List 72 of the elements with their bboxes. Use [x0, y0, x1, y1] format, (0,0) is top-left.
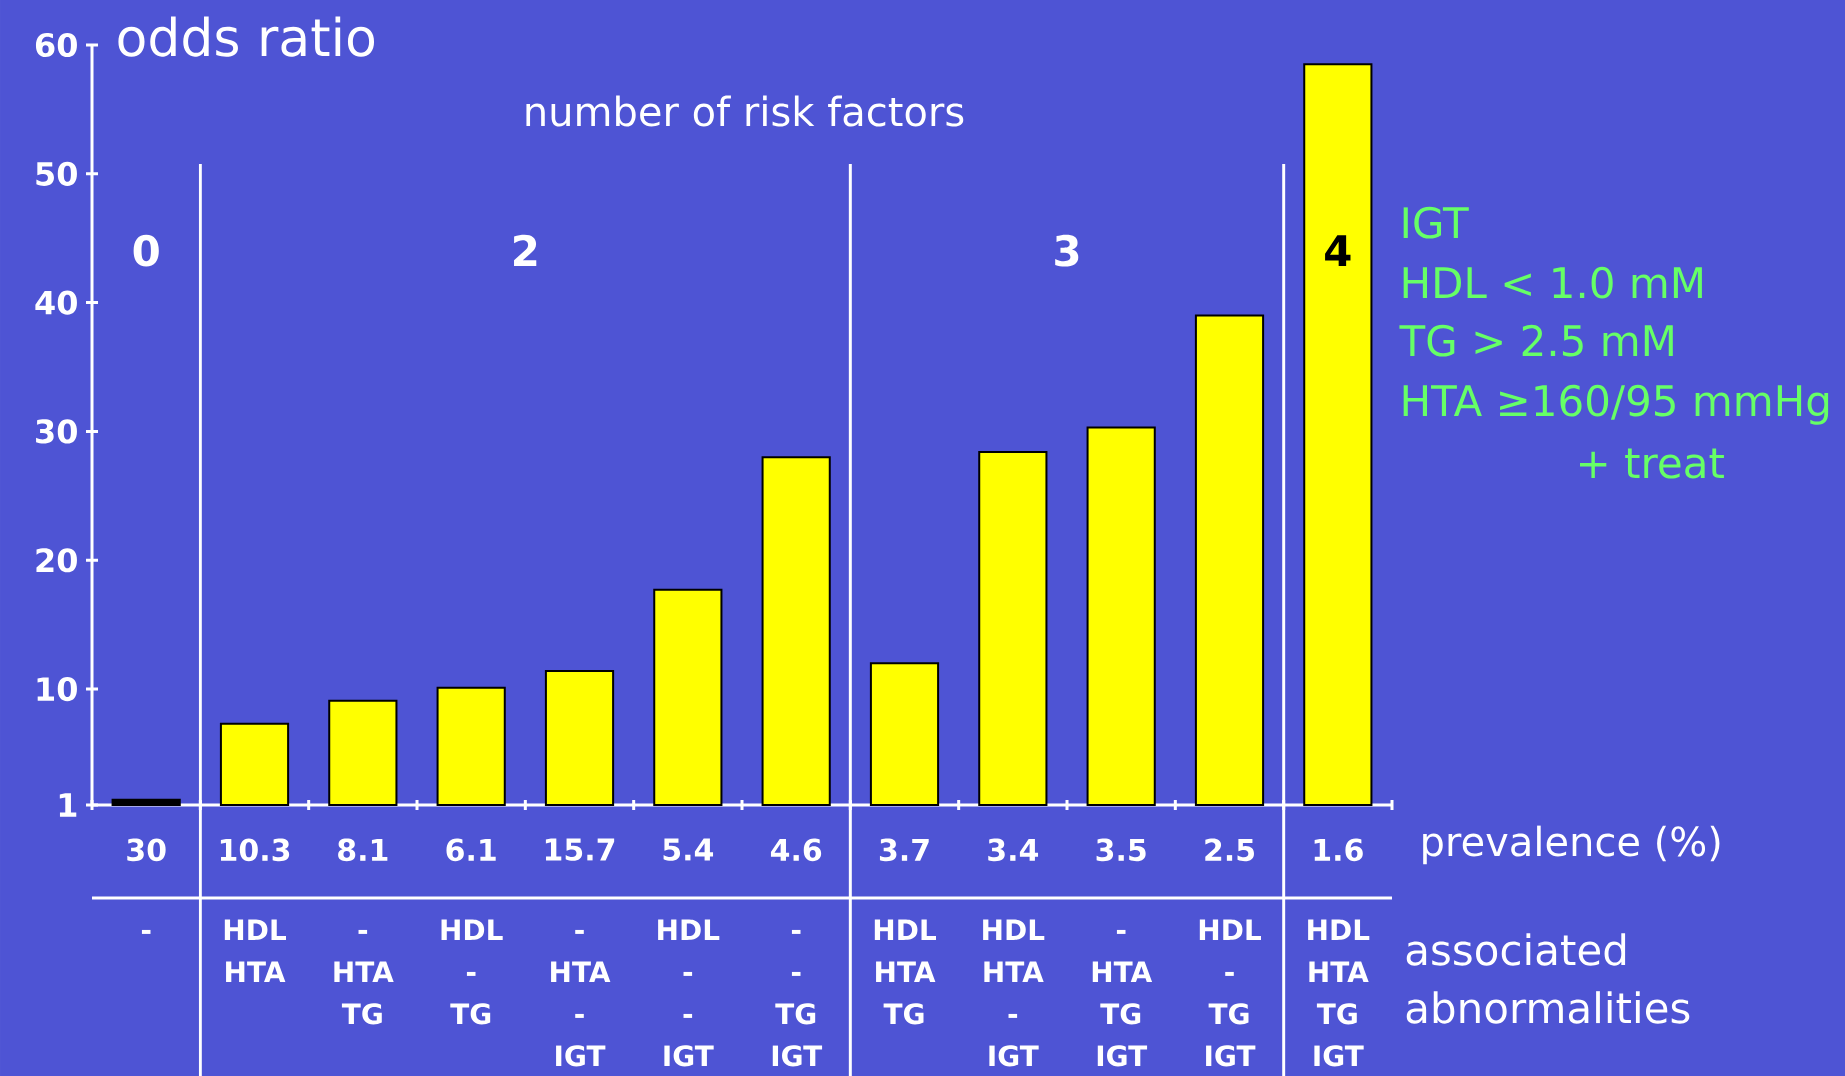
- y-tick-label: 50: [36, 161, 77, 186]
- text: IGT: [1206, 1045, 1256, 1067]
- x-tick-label: 3.5: [1096, 838, 1146, 862]
- text: associated abnormalities: [1406, 933, 1690, 1024]
- x-tick-label: 10.3: [220, 838, 290, 862]
- text: -: [1225, 971, 1234, 976]
- text: IGT: [989, 1045, 1039, 1067]
- annotation: 3: [1055, 234, 1079, 267]
- text: HDL: [874, 919, 937, 940]
- text: -: [141, 929, 151, 934]
- text: IGT: [664, 1045, 714, 1067]
- text: HDL: [1199, 919, 1262, 940]
- y-tick-label: 10: [37, 676, 77, 702]
- annotation: 0: [133, 234, 159, 267]
- text: HTA: [876, 961, 936, 982]
- text: -: [683, 1013, 693, 1018]
- x-tick-label: 4.6: [770, 838, 822, 862]
- text: TG > 2.5 mM: [1399, 324, 1673, 357]
- text: TG: [341, 1003, 382, 1025]
- x-tick-label: 5.4: [663, 838, 714, 861]
- text: number of risk factors: [526, 95, 964, 127]
- text: HTA: [1309, 961, 1369, 982]
- text: + treat: [1580, 448, 1724, 479]
- text: -: [1116, 929, 1126, 934]
- text: HTA: [1092, 961, 1153, 982]
- y-axis-title: odds ratio: [118, 16, 375, 57]
- text: -: [575, 929, 584, 934]
- annotation: 2: [514, 234, 537, 266]
- y-tick-label: 40: [35, 290, 77, 315]
- text: IGT: [1097, 1045, 1148, 1067]
- text: -: [791, 929, 801, 934]
- text: HTA: [226, 961, 286, 982]
- text: -: [358, 929, 368, 934]
- text: HTA ≥160/95 mmHg: [1403, 384, 1829, 425]
- annotation: 4: [1325, 235, 1351, 266]
- text: TG: [1316, 1003, 1357, 1025]
- y-tick-label: 60: [35, 32, 77, 58]
- y-tick-label: 1: [59, 793, 77, 817]
- x-tick-label: 6.1: [446, 838, 496, 862]
- text: IGT: [772, 1045, 823, 1067]
- text: HDL: [1308, 919, 1370, 940]
- text: HTA: [984, 961, 1044, 982]
- x-axis-title: prevalence (%): [1423, 825, 1720, 865]
- x-tick-label: 15.7: [545, 838, 615, 861]
- text: HDL: [983, 919, 1045, 940]
- text: -: [683, 971, 693, 976]
- text: TG: [1100, 1003, 1141, 1025]
- text: -: [791, 971, 801, 976]
- text: IGT: [1403, 206, 1469, 239]
- text: HDL: [658, 919, 720, 940]
- text: HDL: [224, 919, 287, 940]
- x-tick-label: 1.6: [1314, 838, 1363, 862]
- text: IGT: [1314, 1045, 1364, 1067]
- x-tick-label: 2.5: [1205, 838, 1254, 862]
- text: IGT: [556, 1045, 606, 1067]
- text: HDL: [441, 919, 503, 940]
- text: TG: [1208, 1003, 1249, 1025]
- text: -: [575, 1013, 584, 1018]
- text: -: [1008, 1013, 1018, 1018]
- text: TG: [883, 1003, 924, 1025]
- y-tick-label: 20: [36, 548, 77, 573]
- x-tick-label: 3.7: [879, 838, 929, 862]
- x-tick-label: 30: [127, 838, 166, 862]
- x-tick-label: 3.4: [988, 838, 1039, 862]
- text: HDL < 1.0 mM: [1403, 266, 1702, 299]
- y-tick-label: 30: [36, 419, 77, 444]
- text: HTA: [551, 961, 611, 982]
- text: -: [466, 971, 476, 976]
- text: TG: [450, 1003, 491, 1025]
- text: TG: [775, 1003, 816, 1025]
- text: HTA: [334, 961, 394, 982]
- x-tick-label: 8.1: [338, 838, 388, 862]
